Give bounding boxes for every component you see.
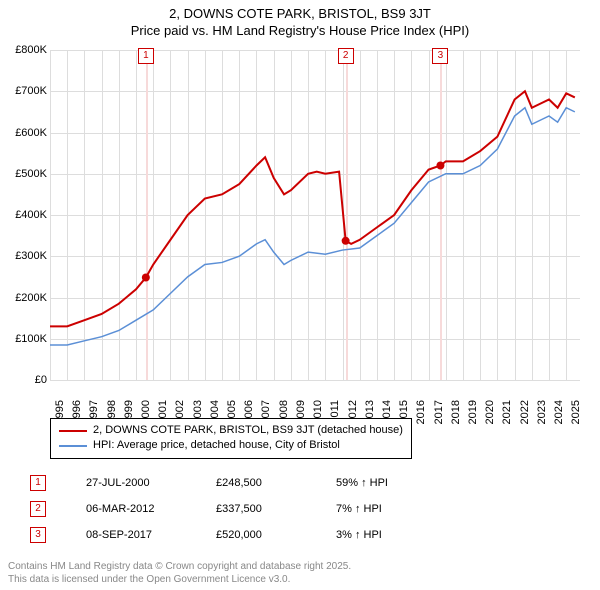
x-tick-label: 2019 <box>467 400 479 424</box>
event-table-hpi: 3% ↑ HPI <box>336 529 436 541</box>
y-tick-label: £500K <box>2 168 47 180</box>
event-table-date: 27-JUL-2000 <box>86 477 176 489</box>
event-table-row: 2 06-MAR-2012 £337,500 7% ↑ HPI <box>30 496 436 522</box>
event-table-price: £520,000 <box>216 529 296 541</box>
y-tick-label: £700K <box>2 85 47 97</box>
footer-line-2: This data is licensed under the Open Gov… <box>8 573 351 586</box>
y-tick-label: £300K <box>2 250 47 262</box>
legend: 2, DOWNS COTE PARK, BRISTOL, BS9 3JT (de… <box>50 418 412 459</box>
x-tick-label: 2024 <box>553 400 565 424</box>
y-tick-label: £100K <box>2 333 47 345</box>
x-tick-label: 2025 <box>570 400 582 424</box>
event-table-index: 1 <box>30 475 46 491</box>
title-line-1: 2, DOWNS COTE PARK, BRISTOL, BS9 3JT <box>0 6 600 23</box>
footer-line-1: Contains HM Land Registry data © Crown c… <box>8 560 351 573</box>
event-table-row: 3 08-SEP-2017 £520,000 3% ↑ HPI <box>30 522 436 548</box>
event-table-index: 2 <box>30 501 46 517</box>
x-tick-label: 2022 <box>519 400 531 424</box>
y-tick-label: £200K <box>2 292 47 304</box>
event-table-row: 1 27-JUL-2000 £248,500 59% ↑ HPI <box>30 470 436 496</box>
series-marker <box>142 273 150 281</box>
chart-svg <box>50 50 580 380</box>
event-marker-box: 2 <box>338 48 354 64</box>
event-marker-box: 1 <box>138 48 154 64</box>
legend-row: 2, DOWNS COTE PARK, BRISTOL, BS9 3JT (de… <box>59 423 403 438</box>
event-table-price: £337,500 <box>216 503 296 515</box>
series-marker <box>436 162 444 170</box>
x-tick-label: 2021 <box>501 400 513 424</box>
y-tick-label: £600K <box>2 127 47 139</box>
event-table-price: £248,500 <box>216 477 296 489</box>
gridline-h <box>50 380 580 381</box>
title-line-2: Price paid vs. HM Land Registry's House … <box>0 23 600 40</box>
y-tick-label: £0 <box>2 374 47 386</box>
event-table-index: 3 <box>30 527 46 543</box>
event-table-hpi: 59% ↑ HPI <box>336 477 436 489</box>
x-tick-label: 2017 <box>433 400 445 424</box>
legend-label: 2, DOWNS COTE PARK, BRISTOL, BS9 3JT (de… <box>93 423 403 438</box>
legend-row: HPI: Average price, detached house, City… <box>59 438 403 453</box>
title-block: 2, DOWNS COTE PARK, BRISTOL, BS9 3JT Pri… <box>0 0 600 40</box>
event-table: 1 27-JUL-2000 £248,500 59% ↑ HPI 2 06-MAR-201… <box>30 470 436 548</box>
legend-swatch <box>59 430 87 432</box>
series-line-hpi <box>50 108 575 345</box>
legend-swatch <box>59 445 87 447</box>
footer-attribution: Contains HM Land Registry data © Crown c… <box>8 560 351 586</box>
legend-label: HPI: Average price, detached house, City… <box>93 438 340 453</box>
event-table-date: 06-MAR-2012 <box>86 503 176 515</box>
chart-plot-area: £0£100K£200K£300K£400K£500K£600K£700K£80… <box>50 50 580 380</box>
series-marker <box>342 237 350 245</box>
chart-container: 2, DOWNS COTE PARK, BRISTOL, BS9 3JT Pri… <box>0 0 600 590</box>
series-line-price_paid <box>50 91 575 326</box>
x-tick-label: 2023 <box>536 400 548 424</box>
x-tick-label: 2018 <box>450 400 462 424</box>
event-table-date: 08-SEP-2017 <box>86 529 176 541</box>
y-tick-label: £400K <box>2 209 47 221</box>
x-tick-label: 2016 <box>415 400 427 424</box>
x-tick-label: 2020 <box>484 400 496 424</box>
event-table-hpi: 7% ↑ HPI <box>336 503 436 515</box>
y-tick-label: £800K <box>2 44 47 56</box>
event-marker-box: 3 <box>432 48 448 64</box>
